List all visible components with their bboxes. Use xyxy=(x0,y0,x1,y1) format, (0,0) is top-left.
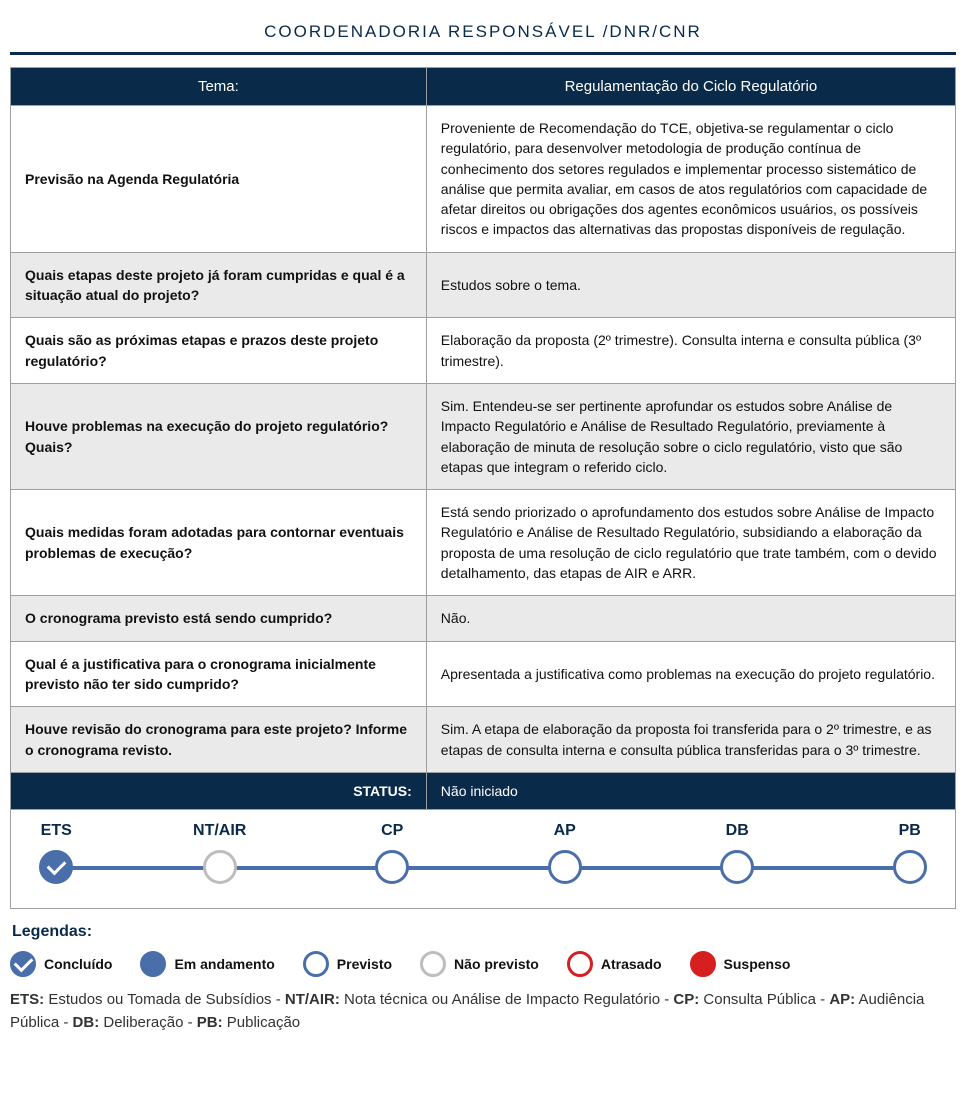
question-cell: Quais são as próximas etapas e prazos de… xyxy=(11,318,427,384)
legend-dot-icon xyxy=(420,951,446,977)
status-label: STATUS: xyxy=(11,772,427,809)
table-row: Houve revisão do cronograma para este pr… xyxy=(11,707,956,773)
abbr-block: ETS: Estudos ou Tomada de Subsídios - NT… xyxy=(10,989,956,1034)
legend-title: Legendas: xyxy=(12,923,956,941)
legend-dot-icon xyxy=(303,951,329,977)
timeline-node-cp xyxy=(375,850,409,884)
question-cell: Quais medidas foram adotadas para contor… xyxy=(11,490,427,596)
legend-item: Atrasado xyxy=(567,951,662,977)
details-table: Tema: Regulamentação do Ciclo Regulatóri… xyxy=(10,67,956,810)
legend-label: Não previsto xyxy=(454,956,539,972)
table-row: Quais etapas deste projeto já foram cump… xyxy=(11,252,956,318)
question-cell: Houve revisão do cronograma para este pr… xyxy=(11,707,427,773)
timeline-node-ap xyxy=(548,850,582,884)
legend-label: Suspenso xyxy=(724,956,791,972)
legend-label: Concluído xyxy=(44,956,112,972)
question-cell: Qual é a justificativa para o cronograma… xyxy=(11,641,427,707)
answer-cell: Elaboração da proposta (2º trimestre). C… xyxy=(426,318,955,384)
legend-item: Suspenso xyxy=(690,951,791,977)
table-row: Previsão na Agenda RegulatóriaProvenient… xyxy=(11,106,956,253)
legend-dot-icon xyxy=(567,951,593,977)
timeline-node-ets xyxy=(39,850,73,884)
legend-item: Concluído xyxy=(10,951,112,977)
legend-dot-icon xyxy=(10,951,36,977)
page-title: COORDENADORIA RESPONSÁVEL /DNR/CNR xyxy=(10,10,956,55)
timeline: ETS NT/AIR CP AP DB PB xyxy=(10,810,956,909)
legend-label: Atrasado xyxy=(601,956,662,972)
legend-label: Em andamento xyxy=(174,956,274,972)
timeline-label: DB xyxy=(726,822,749,840)
table-row: Quais são as próximas etapas e prazos de… xyxy=(11,318,956,384)
answer-cell: Apresentada a justificativa como problem… xyxy=(426,641,955,707)
timeline-node-nt-air xyxy=(203,850,237,884)
legend-label: Previsto xyxy=(337,956,392,972)
legend-dot-icon xyxy=(140,951,166,977)
question-cell: O cronograma previsto está sendo cumprid… xyxy=(11,596,427,641)
answer-cell: Estudos sobre o tema. xyxy=(426,252,955,318)
question-cell: Quais etapas deste projeto já foram cump… xyxy=(11,252,427,318)
answer-cell: Sim. A etapa de elaboração da proposta f… xyxy=(426,707,955,773)
table-row: O cronograma previsto está sendo cumprid… xyxy=(11,596,956,641)
legend-dot-icon xyxy=(690,951,716,977)
timeline-line xyxy=(49,866,917,870)
answer-cell: Não. xyxy=(426,596,955,641)
timeline-node-pb xyxy=(893,850,927,884)
answer-cell: Está sendo priorizado o aprofundamento d… xyxy=(426,490,955,596)
table-row: Quais medidas foram adotadas para contor… xyxy=(11,490,956,596)
status-value: Não iniciado xyxy=(426,772,955,809)
timeline-label: CP xyxy=(381,822,403,840)
timeline-label: NT/AIR xyxy=(193,822,246,840)
table-row: Houve problemas na execução do projeto r… xyxy=(11,383,956,489)
legend-row: Concluído Em andamento Previsto Não previst… xyxy=(10,951,956,977)
timeline-node-db xyxy=(720,850,754,884)
timeline-label: PB xyxy=(899,822,921,840)
th-topic: Regulamentação do Ciclo Regulatório xyxy=(426,68,955,106)
legend-item: Não previsto xyxy=(420,951,539,977)
legend-item: Previsto xyxy=(303,951,392,977)
timeline-label: ETS xyxy=(41,822,72,840)
answer-cell: Sim. Entendeu-se ser pertinente aprofund… xyxy=(426,383,955,489)
answer-cell: Proveniente de Recomendação do TCE, obje… xyxy=(426,106,955,253)
th-tema: Tema: xyxy=(11,68,427,106)
timeline-label: AP xyxy=(554,822,576,840)
question-cell: Previsão na Agenda Regulatória xyxy=(11,106,427,253)
table-row: Qual é a justificativa para o cronograma… xyxy=(11,641,956,707)
legend-item: Em andamento xyxy=(140,951,274,977)
question-cell: Houve problemas na execução do projeto r… xyxy=(11,383,427,489)
